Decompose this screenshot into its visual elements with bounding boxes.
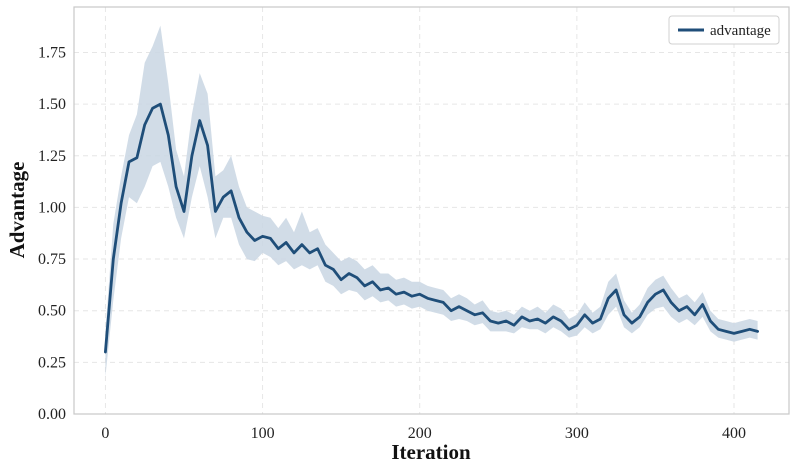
legend-label: advantage: [710, 23, 771, 39]
plot-frame: [73, 6, 790, 415]
y-tick-label: 0.00: [38, 406, 66, 423]
confidence-band: [105, 25, 758, 377]
legend: advantage: [668, 15, 780, 45]
y-tick-label: 0.50: [38, 303, 66, 320]
legend-box: [668, 15, 780, 45]
series-line-layer: [104, 102, 759, 354]
y-tick-label: 0.75: [38, 251, 66, 268]
y-tick-label: 1.00: [38, 199, 66, 216]
y-axis-title: Advantage: [5, 162, 29, 259]
y-axis-ticks: 0.00 0.25 0.50 0.75 1.00 1.25 1.50 1.75: [38, 44, 66, 423]
x-axis-title: Iteration: [391, 440, 471, 464]
advantage-line: [104, 102, 759, 354]
x-tick-label: 300: [565, 425, 589, 442]
x-tick-label: 100: [251, 425, 275, 442]
y-tick-label: 1.50: [38, 96, 66, 113]
x-tick-label: 0: [101, 425, 109, 442]
y-tick-label: 1.25: [38, 148, 66, 165]
y-tick-label: 1.75: [38, 44, 66, 61]
x-tick-label: 200: [408, 425, 432, 442]
x-axis-ticks: 0 100 200 300 400: [101, 425, 746, 442]
y-tick-label: 0.25: [38, 354, 66, 371]
x-tick-label: 400: [722, 425, 746, 442]
confidence-band-layer: [105, 25, 758, 377]
